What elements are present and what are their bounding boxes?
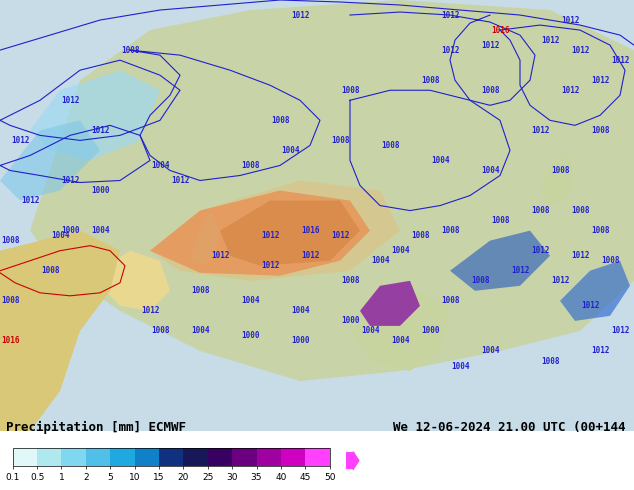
Text: 1004: 1004 [91, 226, 109, 235]
Text: 1008: 1008 [271, 116, 289, 125]
Text: 1012: 1012 [581, 301, 599, 310]
Text: 1012: 1012 [291, 11, 309, 20]
Text: 1012: 1012 [541, 36, 559, 45]
Text: 1004: 1004 [371, 256, 389, 265]
Text: 1012: 1012 [531, 246, 549, 255]
Text: 1012: 1012 [560, 86, 579, 95]
Text: 1008: 1008 [541, 357, 559, 366]
Text: 1000: 1000 [421, 326, 439, 336]
Text: 1012: 1012 [531, 126, 549, 135]
Text: 1016: 1016 [301, 226, 320, 235]
Text: 1012: 1012 [481, 41, 499, 49]
Text: 1012: 1012 [551, 276, 569, 285]
Text: 1004: 1004 [291, 306, 309, 316]
Polygon shape [450, 231, 550, 291]
Text: 1008: 1008 [191, 286, 209, 295]
Text: 1012: 1012 [210, 251, 230, 260]
Text: 1004: 1004 [151, 161, 169, 170]
Text: 1012: 1012 [261, 231, 279, 240]
Text: We 12-06-2024 21.00 UTC (00+144: We 12-06-2024 21.00 UTC (00+144 [393, 420, 626, 434]
Text: 1012: 1012 [61, 176, 79, 185]
Text: 1008: 1008 [411, 231, 429, 240]
Text: 1008: 1008 [591, 126, 609, 135]
Text: 1000: 1000 [241, 331, 259, 341]
Text: 1008: 1008 [491, 216, 509, 225]
Text: 1008: 1008 [571, 206, 589, 215]
Text: 1012: 1012 [571, 46, 589, 55]
Text: 1016: 1016 [491, 25, 509, 35]
Text: 1004: 1004 [430, 156, 450, 165]
Text: 1004: 1004 [391, 246, 410, 255]
Text: 1004: 1004 [451, 362, 469, 370]
Text: 1008: 1008 [151, 326, 169, 336]
Text: 1012: 1012 [11, 136, 29, 145]
Text: 1004: 1004 [391, 337, 410, 345]
Text: 1012: 1012 [261, 261, 279, 270]
Text: 1000: 1000 [291, 337, 309, 345]
Text: 1008: 1008 [601, 256, 619, 265]
Polygon shape [30, 70, 160, 160]
Text: 1012: 1012 [591, 76, 609, 85]
Polygon shape [30, 0, 634, 381]
Text: 1012: 1012 [141, 306, 159, 316]
Polygon shape [150, 191, 370, 276]
Text: 1000: 1000 [61, 226, 79, 235]
Text: 1008: 1008 [441, 226, 459, 235]
Text: 1008: 1008 [340, 276, 359, 285]
Text: 1012: 1012 [171, 176, 190, 185]
Text: 1012: 1012 [571, 251, 589, 260]
Text: 1004: 1004 [481, 346, 499, 355]
Text: 1012: 1012 [441, 11, 459, 20]
Polygon shape [0, 121, 100, 200]
Text: 1012: 1012 [560, 16, 579, 24]
Text: 1008: 1008 [441, 296, 459, 305]
Text: 1008: 1008 [331, 136, 349, 145]
Text: 1008: 1008 [471, 276, 489, 285]
Text: 1004: 1004 [241, 296, 259, 305]
Text: 1012: 1012 [611, 56, 630, 65]
Text: 1008: 1008 [381, 141, 399, 150]
Polygon shape [0, 231, 120, 431]
Text: Precipitation [mm] ECMWF: Precipitation [mm] ECMWF [6, 420, 186, 434]
Text: 1008: 1008 [481, 86, 499, 95]
Text: 1000: 1000 [91, 186, 109, 195]
Text: 1004: 1004 [51, 231, 69, 240]
Text: 1000: 1000 [340, 317, 359, 325]
FancyArrow shape [346, 452, 359, 469]
Text: 1008: 1008 [531, 206, 549, 215]
Text: 1012: 1012 [301, 251, 320, 260]
Text: 1012: 1012 [61, 96, 79, 105]
Polygon shape [350, 291, 450, 371]
Text: 1004: 1004 [191, 326, 209, 336]
Text: 1012: 1012 [21, 196, 39, 205]
Polygon shape [560, 261, 630, 321]
Polygon shape [190, 211, 220, 266]
Text: 1008: 1008 [1, 296, 19, 305]
Polygon shape [360, 281, 420, 326]
Text: 1012: 1012 [591, 346, 609, 355]
Text: 1012: 1012 [611, 326, 630, 336]
Text: 1012: 1012 [331, 231, 349, 240]
Text: 1004: 1004 [361, 326, 379, 336]
Text: 1012: 1012 [511, 266, 529, 275]
Text: 1012: 1012 [441, 46, 459, 55]
Text: 1004: 1004 [281, 146, 299, 155]
Text: 1008: 1008 [421, 76, 439, 85]
Text: 1016: 1016 [1, 337, 19, 345]
Text: 1008: 1008 [1, 236, 19, 245]
Text: 1008: 1008 [551, 166, 569, 175]
Polygon shape [150, 180, 400, 281]
Text: 1008: 1008 [41, 266, 59, 275]
Text: 1012: 1012 [91, 126, 109, 135]
Text: 1008: 1008 [340, 86, 359, 95]
Polygon shape [100, 251, 170, 311]
Text: 1008: 1008 [241, 161, 259, 170]
Text: 1008: 1008 [120, 46, 139, 55]
Polygon shape [220, 200, 360, 266]
Text: 1008: 1008 [591, 226, 609, 235]
Polygon shape [540, 155, 575, 206]
Text: 1004: 1004 [481, 166, 499, 175]
